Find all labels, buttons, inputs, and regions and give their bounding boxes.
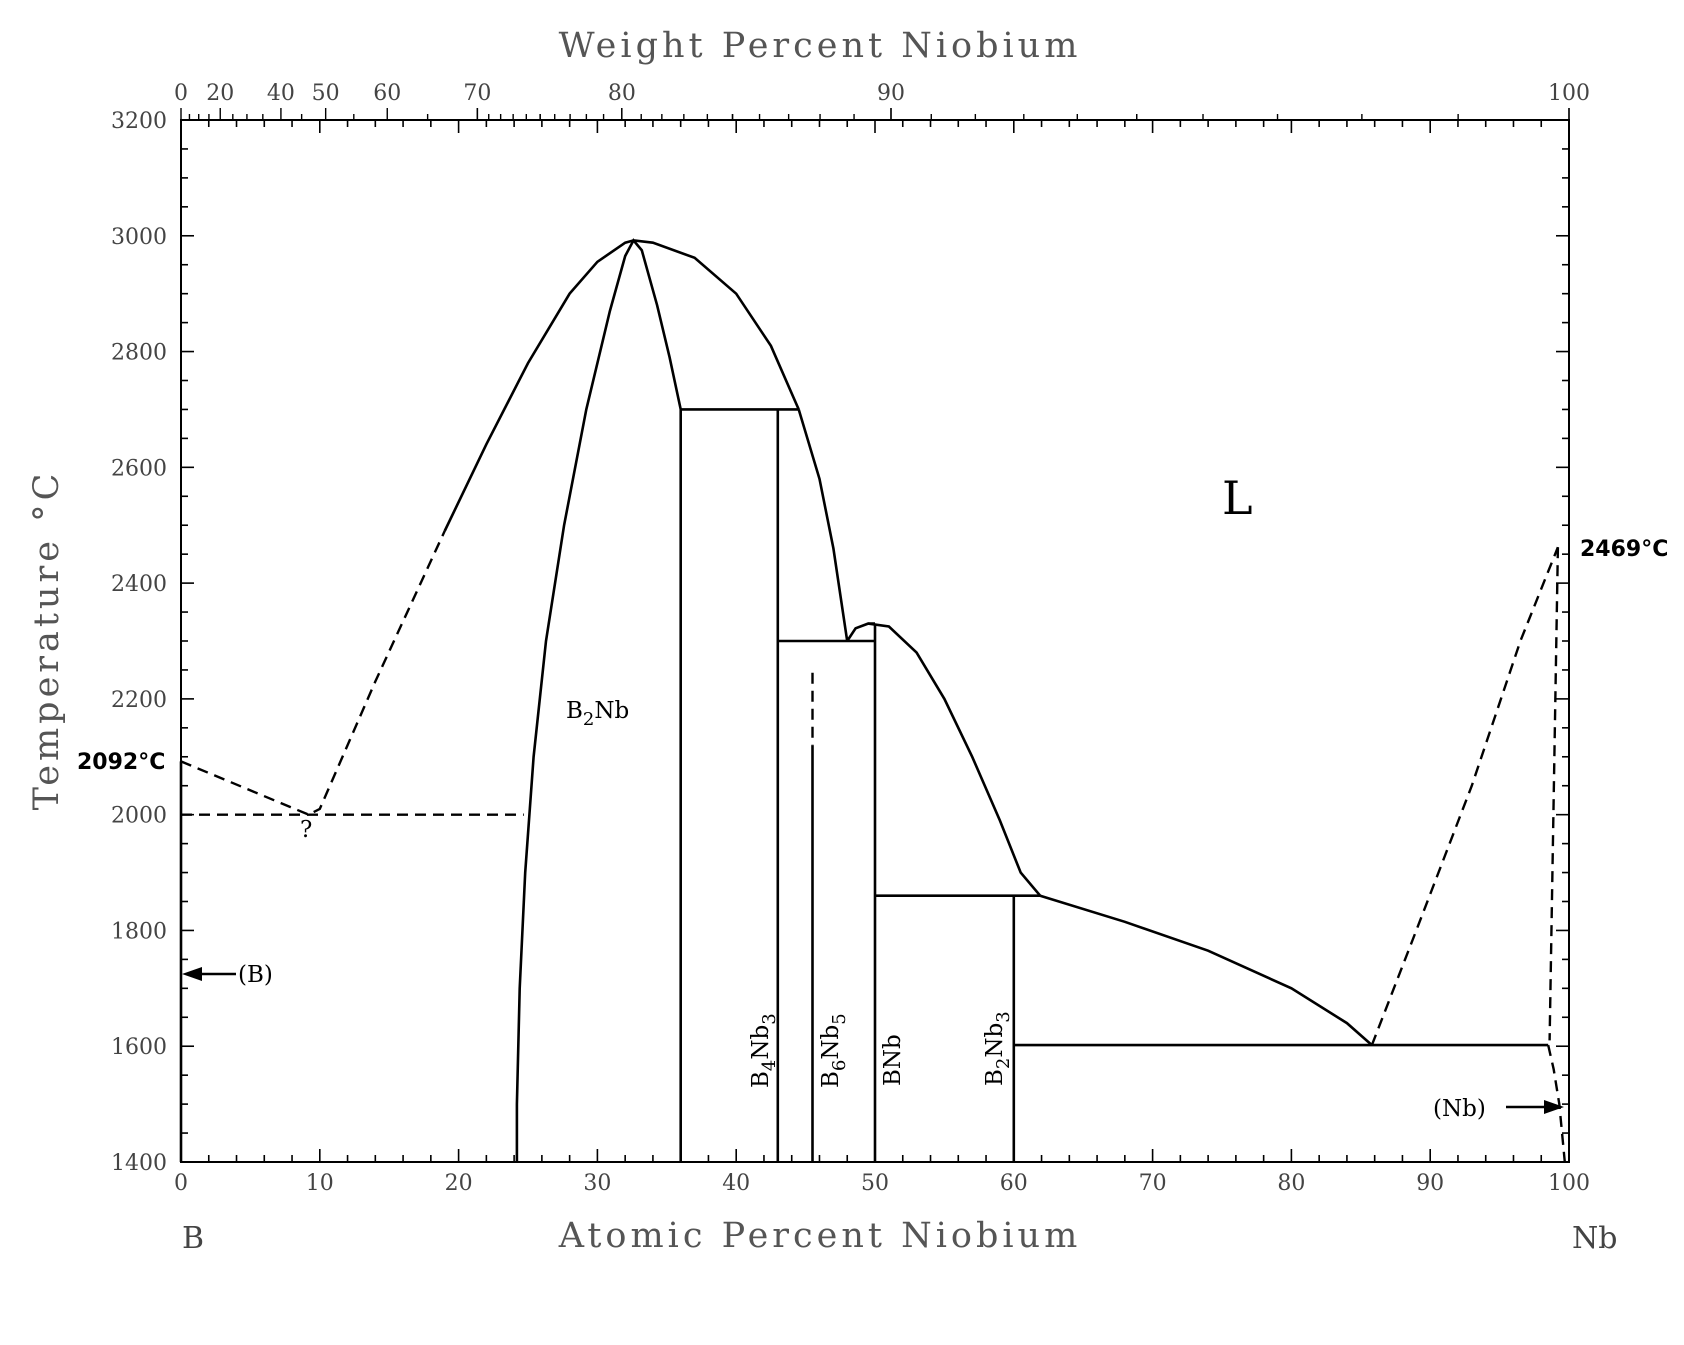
- x-tick-label: 20: [445, 1171, 473, 1196]
- y-axis-title: Temperature °C: [27, 470, 67, 811]
- y-tick-label: 2200: [111, 688, 167, 713]
- phase-boundary: [867, 622, 1042, 897]
- top-tick-label: 80: [608, 81, 636, 106]
- boron-melting-label: 2092°C: [77, 750, 165, 775]
- bnb-label: BNb: [880, 1034, 906, 1086]
- x-tick-label: 90: [1416, 1171, 1444, 1196]
- x-tick-label: 30: [583, 1171, 611, 1196]
- top-tick-label: 50: [312, 81, 340, 106]
- top-tick-label: 90: [877, 81, 905, 106]
- top-tick-label: 0: [174, 81, 188, 106]
- liquid-label: L: [1222, 471, 1253, 525]
- x-tick-label: 60: [1000, 1171, 1028, 1196]
- phase-boundary-dashed: [1548, 547, 1560, 1041]
- y-tick-label: 2600: [111, 456, 167, 481]
- b4nb3-label: B4Nb3: [748, 1013, 780, 1088]
- top-tick-label: 70: [463, 81, 491, 106]
- axis-ticks: [180, 108, 1570, 1163]
- bottom-axis-title: Atomic Percent Niobium: [558, 1216, 1082, 1256]
- y-tick-label: 2800: [111, 341, 167, 366]
- x-tick-label: 80: [1277, 1171, 1305, 1196]
- phase-boundary: [797, 409, 849, 642]
- top-axis-title: Weight Percent Niobium: [559, 26, 1082, 66]
- boron-phase-arrow: [182, 967, 236, 981]
- top-tick-label: 60: [373, 81, 401, 106]
- x-tick-label: 40: [722, 1171, 750, 1196]
- y-tick-label: 2000: [111, 804, 167, 829]
- phase-boundary-dashed: [1370, 546, 1560, 1046]
- x-tick-label: 0: [174, 1171, 188, 1196]
- y-tick-label: 1800: [111, 919, 167, 944]
- x-tick-label: 10: [306, 1171, 334, 1196]
- phase-boundary: [846, 622, 875, 642]
- phase-boundary-dashed: [180, 530, 446, 817]
- phase-boundaries: [179, 238, 1566, 1163]
- b2nb3-label: B2Nb3: [982, 1011, 1014, 1086]
- top-tick-label: 100: [1548, 81, 1590, 106]
- b2nb-label: B2Nb: [566, 698, 629, 730]
- y-tick-label: 2400: [111, 572, 167, 597]
- x-tick-label: 70: [1139, 1171, 1167, 1196]
- element-label-niobium: Nb: [1572, 1221, 1617, 1256]
- x-tick-label: 100: [1548, 1171, 1590, 1196]
- y-tick-label: 1600: [111, 1035, 167, 1060]
- b6nb5-label: B6Nb5: [818, 1013, 850, 1088]
- top-tick-label: 20: [206, 81, 234, 106]
- boron-phase-label: (B): [238, 962, 273, 988]
- top-tick-label: 40: [267, 81, 295, 106]
- y-tick-label: 3000: [111, 225, 167, 250]
- y-tick-label: 3200: [111, 109, 167, 134]
- element-label-boron: B: [182, 1221, 204, 1256]
- uncertain-mark: ?: [300, 817, 312, 843]
- niobium-melting-label: 2469°C: [1580, 537, 1668, 562]
- phase-boundary: [1039, 894, 1373, 1047]
- y-tick-label: 1400: [111, 1151, 167, 1176]
- phase-boundary: [515, 238, 683, 1162]
- phase-boundary-dashed: [1547, 1044, 1566, 1163]
- x-tick-label: 50: [861, 1171, 889, 1196]
- phase-boundary: [443, 239, 800, 532]
- niobium-phase-arrow: [1506, 1100, 1564, 1114]
- niobium-phase-label: (Nb): [1433, 1096, 1486, 1122]
